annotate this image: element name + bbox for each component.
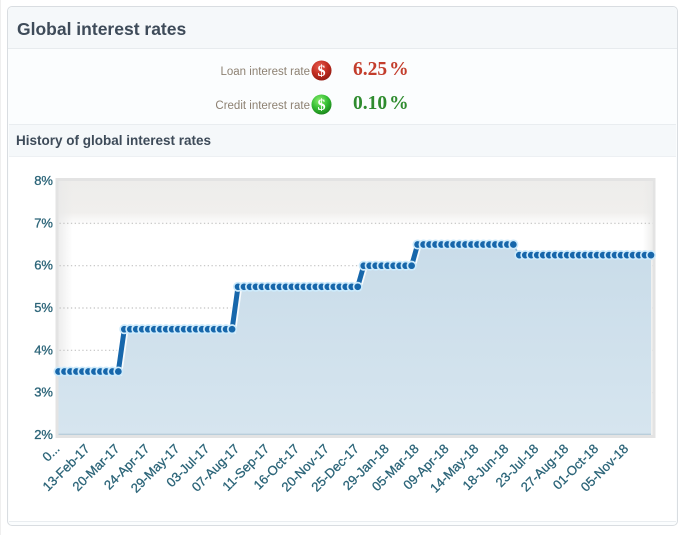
svg-text:4%: 4% (34, 342, 53, 357)
svg-text:5%: 5% (34, 300, 53, 315)
svg-text:$: $ (317, 96, 325, 114)
svg-text:0...: 0... (39, 441, 62, 464)
svg-text:6%: 6% (34, 258, 53, 273)
svg-text:7%: 7% (34, 215, 53, 230)
svg-text:2%: 2% (34, 427, 53, 442)
svg-text:3%: 3% (34, 385, 53, 400)
svg-text:8%: 8% (34, 173, 53, 188)
svg-text:$: $ (317, 62, 325, 80)
